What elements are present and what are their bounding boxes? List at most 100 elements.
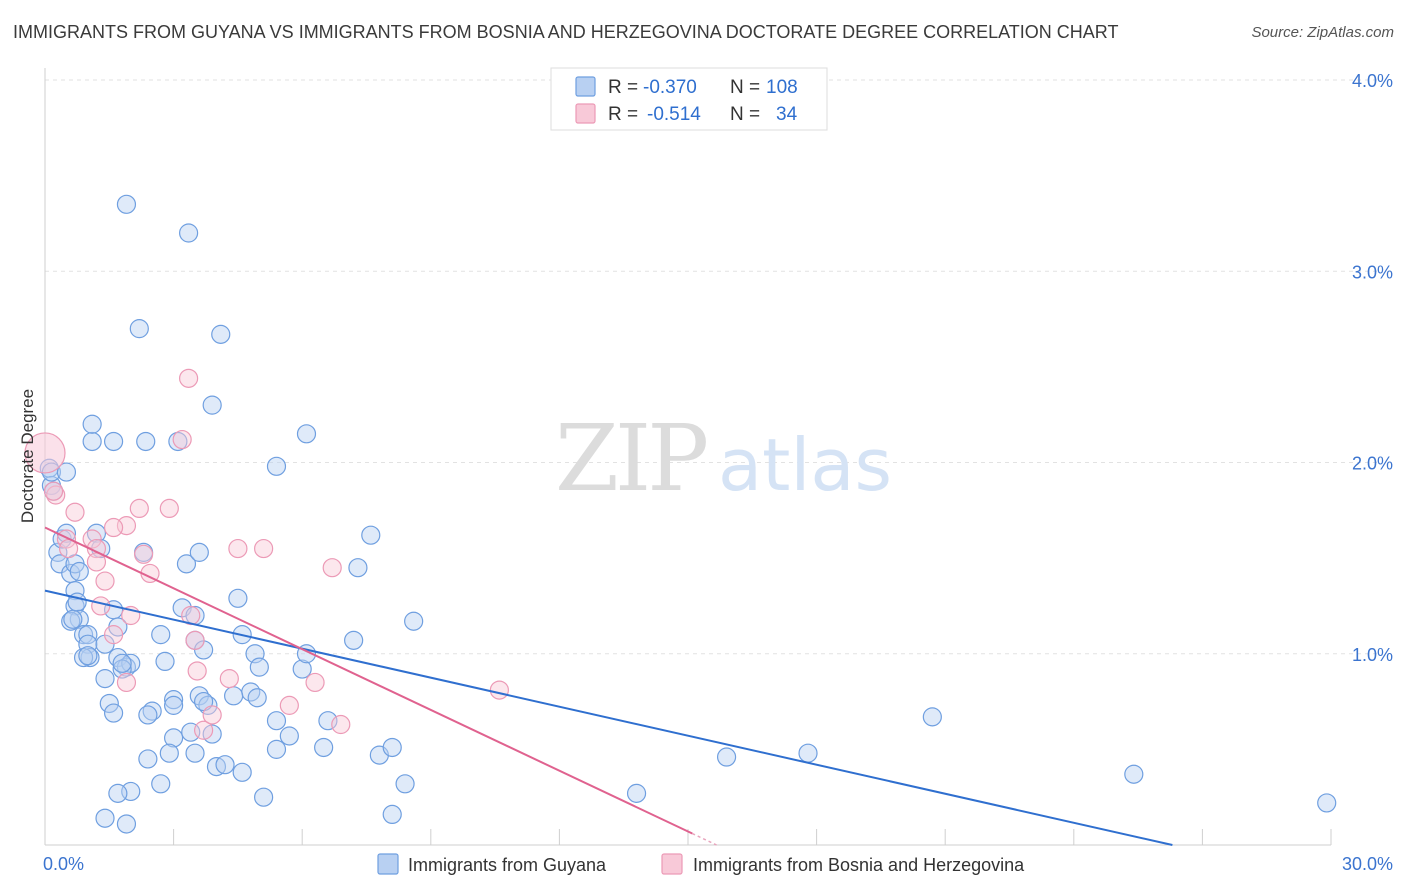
- point-guyana: [266, 739, 287, 759]
- point-bosnia: [91, 596, 111, 616]
- stats-swatch-guyana: [575, 76, 596, 97]
- legend-swatch-bosnia: [661, 853, 683, 875]
- chart-source: Source: ZipAtlas.com: [1251, 24, 1394, 41]
- point-guyana: [318, 711, 338, 731]
- point-guyana: [73, 625, 94, 645]
- point-guyana: [344, 630, 364, 650]
- point-guyana: [266, 711, 287, 731]
- point-guyana: [151, 774, 171, 794]
- point-bosnia: [86, 552, 107, 572]
- point-bosnia: [305, 672, 325, 693]
- stats-legend: R = -0.370 N = 108 R = -0.514 N = 34: [550, 67, 828, 131]
- point-guyana: [63, 609, 83, 629]
- point-bosnia: [489, 680, 509, 700]
- point-bosnia: [103, 517, 124, 538]
- stats-swatch-bosnia: [575, 103, 596, 124]
- point-guyana: [279, 726, 299, 746]
- point-bosnia: [322, 558, 342, 578]
- legend-swatch-guyana: [377, 853, 399, 875]
- stats-r-value-bosnia: -0.514: [647, 104, 701, 125]
- point-bosnia: [172, 429, 192, 450]
- point-guyana: [211, 324, 231, 344]
- point-guyana: [176, 554, 197, 574]
- point-guyana: [202, 395, 222, 415]
- point-guyana: [129, 319, 149, 339]
- point-bosnia: [82, 529, 102, 549]
- point-guyana: [314, 737, 334, 758]
- point-guyana: [382, 737, 402, 758]
- point-guyana: [1317, 793, 1337, 813]
- point-guyana: [716, 747, 737, 767]
- point-guyana: [404, 611, 424, 631]
- chart-title: IMMIGRANTS FROM GUYANA VS IMMIGRANTS FRO…: [13, 22, 1119, 42]
- x-tick-labels: 0.0% 30.0%: [43, 854, 1393, 874]
- y-tick-label: 3.0%: [1352, 262, 1393, 282]
- point-guyana: [82, 414, 102, 434]
- stats-n-label-bosnia: N =: [730, 104, 760, 125]
- point-guyana: [626, 783, 647, 803]
- point-bosnia: [331, 714, 351, 735]
- point-guyana: [50, 554, 70, 574]
- point-guyana: [112, 653, 132, 673]
- trend-lines: [44, 526, 1173, 846]
- point-guyana: [164, 690, 184, 710]
- point-guyana: [65, 581, 85, 601]
- point-guyana: [103, 703, 124, 723]
- point-guyana: [95, 808, 115, 828]
- point-guyana: [138, 705, 158, 725]
- point-guyana: [292, 659, 312, 679]
- stats-box-frame: [550, 67, 828, 131]
- point-bosnia: [116, 672, 137, 693]
- point-guyana: [224, 686, 244, 706]
- point-guyana: [151, 625, 171, 645]
- watermark-zip: ZIP: [555, 405, 706, 512]
- point-bosnia: [129, 498, 149, 518]
- point-bosnia: [65, 502, 85, 522]
- point-guyana: [99, 693, 119, 714]
- stats-r-label-bosnia: R =: [608, 104, 638, 125]
- stats-r-label-guyana: R =: [608, 77, 638, 98]
- trend-line-guyana: [44, 589, 1173, 846]
- point-guyana: [185, 743, 205, 763]
- point-bosnia: [202, 705, 222, 725]
- point-guyana: [348, 558, 368, 578]
- legend-label-bosnia: Immigrants from Bosnia and Herzegovina: [693, 855, 1025, 875]
- x-tick-label: 0.0%: [43, 854, 84, 874]
- point-bosnia: [219, 669, 239, 689]
- point-guyana: [1124, 764, 1144, 784]
- point-guyana: [922, 707, 942, 727]
- point-guyana: [82, 431, 102, 452]
- gridlines: [45, 79, 1381, 655]
- point-bosnia: [187, 661, 207, 681]
- point-bosnia: [228, 538, 248, 559]
- watermark: ZIP atlas: [555, 405, 892, 512]
- point-bosnia: [43, 481, 64, 501]
- point-bosnia: [103, 625, 124, 645]
- x-tick-label: 30.0%: [1342, 854, 1393, 874]
- point-guyana: [395, 774, 415, 794]
- point-guyana: [296, 424, 317, 444]
- point-bosnia: [95, 571, 115, 591]
- point-guyana: [232, 762, 252, 782]
- y-tick-labels: 1.0% 2.0% 3.0% 4.0%: [1352, 71, 1393, 665]
- point-bosnia: [24, 432, 66, 474]
- point-guyana: [155, 651, 175, 672]
- trend-line-bosnia-extension: [691, 832, 717, 846]
- point-bosnia: [279, 695, 299, 715]
- watermark-atlas: atlas: [718, 423, 892, 507]
- trend-line-bosnia: [44, 526, 693, 835]
- legend: Immigrants from Guyana Immigrants from B…: [377, 853, 1025, 875]
- point-bosnia: [254, 538, 274, 559]
- point-bosnia: [179, 368, 199, 388]
- y-tick-label: 4.0%: [1352, 71, 1393, 91]
- point-guyana: [164, 728, 184, 748]
- stats-n-value-bosnia: 34: [776, 104, 798, 125]
- point-guyana: [179, 223, 199, 243]
- stats-r-value-guyana: -0.370: [643, 77, 697, 98]
- point-guyana: [361, 525, 381, 545]
- legend-label-guyana: Immigrants from Guyana: [408, 855, 607, 875]
- point-guyana: [254, 787, 274, 807]
- point-guyana: [116, 194, 137, 214]
- point-guyana: [228, 588, 248, 608]
